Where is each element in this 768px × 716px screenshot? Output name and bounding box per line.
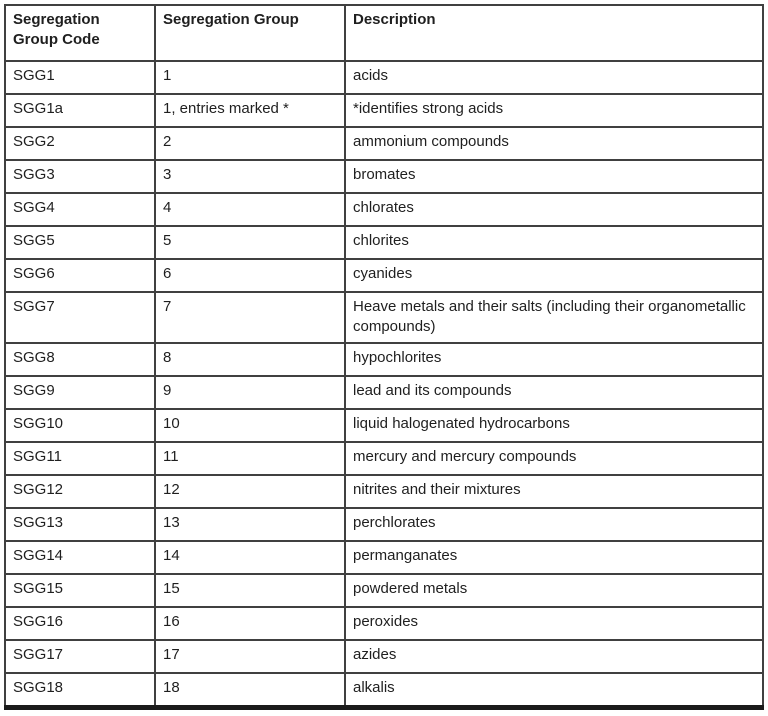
- cell-code: SGG3: [4, 159, 156, 194]
- segregation-groups-table: Segregation Group Code Segregation Group…: [4, 4, 764, 710]
- cell-code: SGG7: [4, 291, 156, 344]
- cell-code: SGG8: [4, 341, 156, 377]
- cell-code: SGG4: [4, 192, 156, 227]
- cell-description: chlorites: [344, 225, 764, 260]
- cell-description: chlorates: [344, 192, 764, 227]
- cell-code: SGG9: [4, 374, 156, 410]
- cell-group: 4: [154, 192, 346, 227]
- cell-group: 1: [154, 60, 346, 95]
- cell-description: nitrites and their mixtures: [344, 473, 764, 509]
- table-row: SGG10 10 liquid halogenated hydrocarbons: [4, 407, 764, 443]
- cell-group: 17: [154, 638, 346, 674]
- cell-group: 7: [154, 291, 346, 344]
- cell-group: 10: [154, 407, 346, 443]
- cell-description: peroxides: [344, 605, 764, 641]
- table-row: SGG3 3 bromates: [4, 159, 764, 194]
- table-row: SGG8 8 hypochlorites: [4, 341, 764, 377]
- cell-code: SGG14: [4, 539, 156, 575]
- cell-code: SGG10: [4, 407, 156, 443]
- cell-group: 13: [154, 506, 346, 542]
- cell-code: SGG11: [4, 440, 156, 476]
- cell-group: 5: [154, 225, 346, 260]
- table-row: SGG18 18 alkalis: [4, 671, 764, 710]
- cell-group: 9: [154, 374, 346, 410]
- table-row: SGG1 1 acids: [4, 60, 764, 95]
- table-row: SGG13 13 perchlorates: [4, 506, 764, 542]
- header-segregation-group-code: Segregation Group Code: [4, 4, 156, 62]
- table-row: SGG1a 1, entries marked * *identifies st…: [4, 93, 764, 128]
- cell-group: 6: [154, 258, 346, 293]
- cell-code: SGG13: [4, 506, 156, 542]
- cell-code: SGG15: [4, 572, 156, 608]
- cell-group: 3: [154, 159, 346, 194]
- table-row: SGG11 11 mercury and mercury compounds: [4, 440, 764, 476]
- header-description: Description: [344, 4, 764, 62]
- cell-group: 8: [154, 341, 346, 377]
- cell-code: SGG17: [4, 638, 156, 674]
- table-body: SGG1 1 acids SGG1a 1, entries marked * *…: [4, 60, 764, 710]
- table-row: SGG14 14 permanganates: [4, 539, 764, 575]
- cell-description: azides: [344, 638, 764, 674]
- cell-description: *identifies strong acids: [344, 93, 764, 128]
- cell-description: liquid halogenated hydrocarbons: [344, 407, 764, 443]
- table-row: SGG2 2 ammonium compounds: [4, 126, 764, 161]
- cell-description: powdered metals: [344, 572, 764, 608]
- cell-description: lead and its compounds: [344, 374, 764, 410]
- table-row: SGG16 16 peroxides: [4, 605, 764, 641]
- table-row: SGG15 15 powdered metals: [4, 572, 764, 608]
- cell-description: Heave metals and their salts (including …: [344, 291, 764, 344]
- cell-group: 1, entries marked *: [154, 93, 346, 128]
- header-segregation-group: Segregation Group: [154, 4, 346, 62]
- table-row: SGG7 7 Heave metals and their salts (inc…: [4, 291, 764, 344]
- cell-group: 12: [154, 473, 346, 509]
- cell-group: 15: [154, 572, 346, 608]
- cell-description: mercury and mercury compounds: [344, 440, 764, 476]
- cell-group: 18: [154, 671, 346, 710]
- cell-description: alkalis: [344, 671, 764, 710]
- cell-group: 14: [154, 539, 346, 575]
- cell-code: SGG1: [4, 60, 156, 95]
- table-row: SGG12 12 nitrites and their mixtures: [4, 473, 764, 509]
- table-row: SGG5 5 chlorites: [4, 225, 764, 260]
- cell-code: SGG2: [4, 126, 156, 161]
- cell-description: acids: [344, 60, 764, 95]
- table-row: SGG9 9 lead and its compounds: [4, 374, 764, 410]
- table-header: Segregation Group Code Segregation Group…: [4, 4, 764, 62]
- table-row: SGG4 4 chlorates: [4, 192, 764, 227]
- table-row: SGG17 17 azides: [4, 638, 764, 674]
- cell-description: bromates: [344, 159, 764, 194]
- cell-group: 2: [154, 126, 346, 161]
- cell-code: SGG12: [4, 473, 156, 509]
- cell-description: hypochlorites: [344, 341, 764, 377]
- cell-group: 11: [154, 440, 346, 476]
- cell-description: ammonium compounds: [344, 126, 764, 161]
- cell-description: cyanides: [344, 258, 764, 293]
- cell-code: SGG16: [4, 605, 156, 641]
- cell-group: 16: [154, 605, 346, 641]
- cell-description: permanganates: [344, 539, 764, 575]
- cell-code: SGG6: [4, 258, 156, 293]
- cell-code: SGG18: [4, 671, 156, 710]
- cell-code: SGG5: [4, 225, 156, 260]
- table-row: SGG6 6 cyanides: [4, 258, 764, 293]
- header-row: Segregation Group Code Segregation Group…: [4, 4, 764, 62]
- cell-code: SGG1a: [4, 93, 156, 128]
- cell-description: perchlorates: [344, 506, 764, 542]
